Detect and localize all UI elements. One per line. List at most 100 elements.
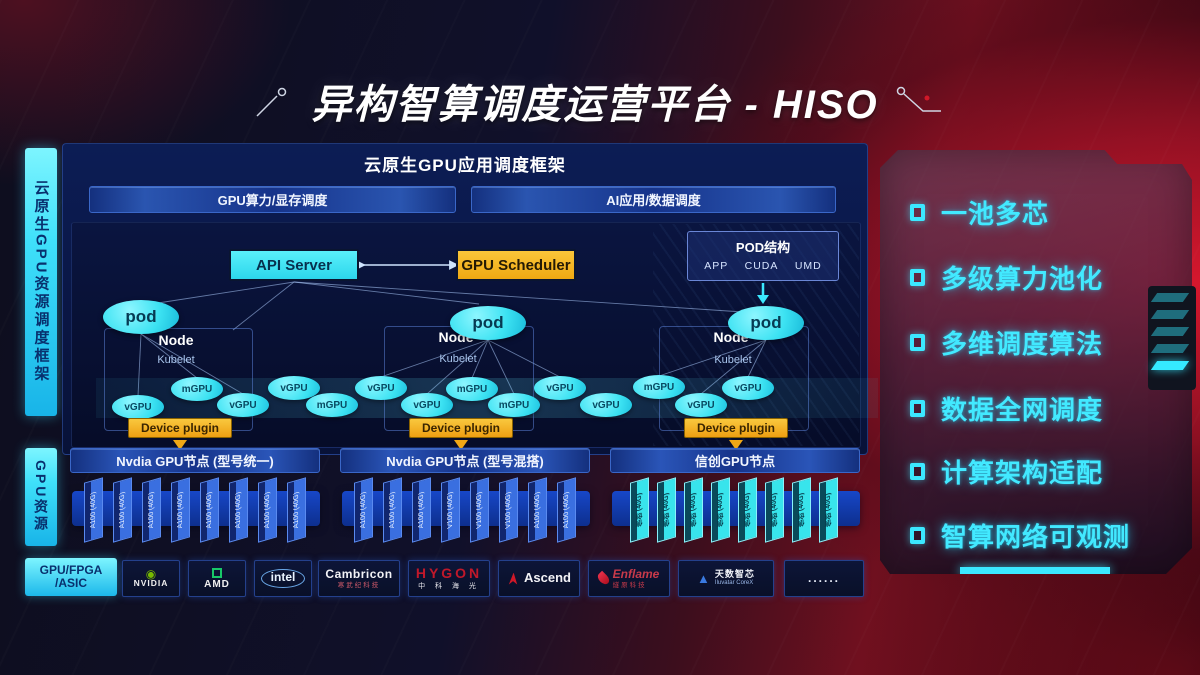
- sidebar-framework-label: 云原生GPU资源调度框架: [32, 180, 50, 384]
- gpu-slice-ellipse: mGPU: [171, 377, 223, 401]
- feature-label: 智算网络可观测: [941, 521, 1131, 552]
- gpu-slice-ellipse: vGPU: [217, 393, 269, 417]
- gpu-slice-ellipse: vGPU: [722, 376, 774, 400]
- gpu-card-band-2: [342, 491, 590, 526]
- sidebar-framework-bar: 云原生GPU资源调度框架: [25, 148, 57, 416]
- pod-ellipse-3: pod: [728, 306, 804, 340]
- gpu-slice-ellipse: mGPU: [306, 393, 358, 417]
- gpu-card: 信创 (40G): [738, 477, 757, 543]
- sidebar-hardware-label: GPU/FPGA /ASIC: [25, 558, 117, 596]
- gpu-slice-ellipse: vGPU: [112, 395, 164, 419]
- square-bullet-icon: [910, 400, 925, 417]
- gpu-card-band-1: [72, 491, 320, 526]
- pod-ellipse-1: pod: [103, 300, 179, 334]
- gpu-card: A100 (40G): [528, 477, 547, 543]
- gpu-card: A100 (40G): [258, 477, 277, 543]
- vendor-ascend: Ascend: [498, 560, 580, 597]
- gpu-scheduler-box: GPU Scheduler: [456, 249, 576, 281]
- gpu-card: 信创 (40G): [684, 477, 703, 543]
- feature-label: 计算架构适配: [941, 457, 1104, 488]
- square-bullet-icon: [910, 527, 925, 544]
- pod-structure-items: APP CUDA UMD: [704, 260, 822, 272]
- sidebar-resource-label: GPU资源: [33, 460, 49, 534]
- square-bullet-icon: [910, 269, 925, 286]
- square-bullet-icon: [910, 463, 925, 480]
- gpu-slice-ellipse: vGPU: [355, 376, 407, 400]
- gpu-slice-ellipse: mGPU: [446, 377, 498, 401]
- device-plugin-3: Device plugin: [684, 418, 788, 438]
- vendor-enflame: Enflame 燧原科技: [588, 560, 670, 597]
- kubelet-label-3: Kubelet: [714, 354, 752, 366]
- pod-structure-title: POD结构: [735, 240, 791, 255]
- device-plugin-arrow-1: [173, 440, 187, 450]
- feature-label: 数据全网调度: [941, 394, 1104, 425]
- triangle-icon: ▲: [697, 570, 710, 586]
- gpu-node-bar-1: Nvdia GPU节点 (型号统一): [70, 448, 320, 473]
- square-bullet-icon: [910, 204, 925, 221]
- gpu-card: A100 (40G): [354, 477, 373, 543]
- stripe-decoration: [1148, 286, 1196, 390]
- feature-row: 一池多芯: [910, 194, 1049, 230]
- gpu-card: A100 (40G): [383, 477, 402, 543]
- compute-schedule-bar: GPU算力/显存调度: [89, 186, 456, 213]
- feature-row: 多维调度算法: [910, 324, 1103, 360]
- vendor-nvidia: ◉ NVIDIA: [122, 560, 180, 597]
- gpu-slice-ellipse: vGPU: [268, 376, 320, 400]
- amd-square-icon: [212, 567, 222, 578]
- gpu-card: A100 (40G): [142, 477, 161, 543]
- gpu-card: A100 (40G): [171, 477, 190, 543]
- page-title: 异构智算调度运营平台 - HISO: [311, 83, 879, 127]
- title-row: 异构智算调度运营平台 - HISO: [0, 72, 1200, 130]
- gpu-card: V100 (40G): [470, 477, 489, 543]
- device-plugin-1: Device plugin: [128, 418, 232, 438]
- vendor-amd: AMD: [188, 560, 246, 597]
- feature-row: 多级算力池化: [910, 259, 1103, 295]
- feature-label: 多维调度算法: [941, 328, 1104, 359]
- api-server-box: API Server: [229, 249, 359, 281]
- framework-title: 云原生GPU应用调度框架: [364, 156, 566, 175]
- feature-row: 计算架构适配: [910, 453, 1103, 489]
- gpu-card: A100 (40G): [84, 477, 103, 543]
- vendor-iluvatar: ▲ 天数智芯 Iluvatar CoreX: [678, 560, 774, 597]
- square-bullet-icon: [910, 334, 925, 351]
- gpu-slice-ellipse: mGPU: [633, 375, 685, 399]
- panel-bottom-accent: [960, 567, 1110, 574]
- feature-row: 智算网络可观测: [910, 517, 1130, 553]
- gpu-card: A100 (40G): [200, 477, 219, 543]
- pod-ellipse-2: pod: [450, 306, 526, 340]
- circuit-deco-right-icon: [896, 86, 941, 112]
- device-plugin-arrow-2: [454, 440, 468, 450]
- gpu-card: 信创 (40G): [657, 477, 676, 543]
- gpu-card: A100 (40G): [557, 477, 576, 543]
- device-plugin-2: Device plugin: [409, 418, 513, 438]
- sidebar-resource-bar: GPU资源: [25, 448, 57, 546]
- gpu-slice-ellipse: vGPU: [401, 393, 453, 417]
- flame-icon: [595, 570, 611, 587]
- gpu-card: A100 (40G): [412, 477, 431, 543]
- intel-oval-logo: intel: [260, 568, 306, 589]
- gpu-card: A100 (40G): [229, 477, 248, 543]
- gpu-card: 信创 (40G): [819, 477, 838, 543]
- kubelet-label-2: Kubelet: [439, 353, 477, 365]
- nvidia-eye-icon: ◉: [145, 566, 157, 581]
- gpu-card: 信创 (40G): [630, 477, 649, 543]
- gpu-card: 信创 (40G): [792, 477, 811, 543]
- gpu-slice-ellipse: vGPU: [534, 376, 586, 400]
- feature-row: 数据全网调度: [910, 390, 1103, 426]
- gpu-card: A100 (40G): [287, 477, 306, 543]
- ai-data-schedule-bar: AI应用/数据调度: [471, 186, 836, 213]
- gpu-card: 信创 (40G): [711, 477, 730, 543]
- ascend-mark-icon: [508, 572, 518, 585]
- pod-structure-box: POD结构 APP CUDA UMD: [687, 231, 839, 281]
- feature-label: 一池多芯: [941, 198, 1050, 229]
- gpu-card: A100 (40G): [113, 477, 132, 543]
- gpu-slice-ellipse: mGPU: [488, 393, 540, 417]
- gpu-card-band-3: [612, 491, 860, 526]
- gpu-slice-ellipse: vGPU: [675, 393, 727, 417]
- vendor-hygon: HYGON 中 科 海 光: [408, 560, 490, 597]
- gpu-slice-ellipse: vGPU: [580, 393, 632, 417]
- vendor-more: ......: [784, 560, 864, 597]
- gpu-card: V100 (40G): [441, 477, 460, 543]
- device-plugin-arrow-3: [729, 440, 743, 450]
